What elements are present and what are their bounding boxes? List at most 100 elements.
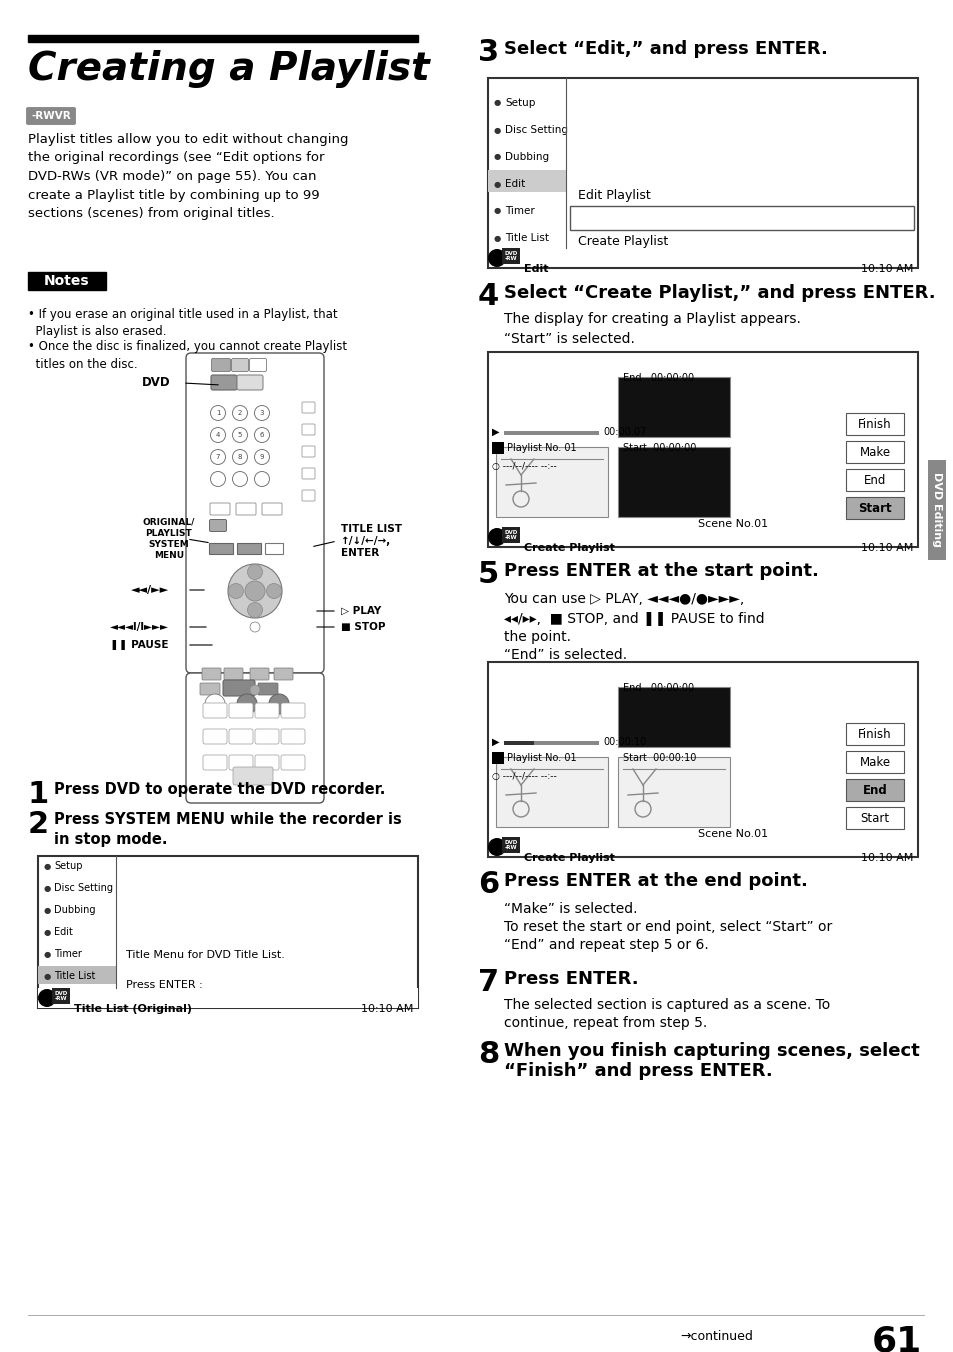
Text: ▷ PLAY: ▷ PLAY — [340, 606, 381, 617]
Bar — [845, 498, 903, 519]
Bar — [845, 750, 903, 773]
FancyBboxPatch shape — [203, 754, 227, 771]
Text: Edit: Edit — [504, 178, 525, 189]
Text: Disc Setting: Disc Setting — [54, 883, 112, 894]
Circle shape — [254, 427, 269, 442]
Bar — [236, 544, 261, 554]
Bar — [618, 377, 729, 437]
Text: ◄◄◄l/l►►►: ◄◄◄l/l►►► — [110, 622, 169, 631]
Text: ▶: ▶ — [492, 427, 499, 437]
FancyBboxPatch shape — [302, 446, 314, 457]
Text: “Make” is selected.: “Make” is selected. — [503, 902, 637, 917]
Text: 61: 61 — [871, 1325, 921, 1352]
Text: Finish: Finish — [858, 727, 891, 741]
Bar — [488, 662, 917, 857]
Circle shape — [205, 694, 225, 714]
FancyBboxPatch shape — [186, 673, 324, 803]
Circle shape — [233, 406, 247, 420]
Text: ●: ● — [44, 927, 51, 937]
FancyBboxPatch shape — [202, 668, 221, 680]
Bar — [501, 247, 519, 264]
Text: ◂◂/▸▸,  ■ STOP, and ❚❚ PAUSE to find: ◂◂/▸▸, ■ STOP, and ❚❚ PAUSE to find — [503, 612, 763, 626]
Circle shape — [211, 472, 225, 487]
Text: Make: Make — [859, 756, 890, 768]
Text: Edit Playlist: Edit Playlist — [578, 189, 650, 203]
Bar — [488, 170, 565, 192]
Text: 1: 1 — [215, 410, 220, 416]
FancyBboxPatch shape — [302, 468, 314, 479]
Text: Press ENTER.: Press ENTER. — [503, 969, 638, 988]
Text: Disc Setting: Disc Setting — [504, 124, 567, 135]
Text: Select “Create Playlist,” and press ENTER.: Select “Create Playlist,” and press ENTE… — [503, 284, 935, 301]
Text: Playlist No. 01: Playlist No. 01 — [506, 443, 576, 453]
Circle shape — [38, 990, 56, 1007]
Bar — [28, 35, 417, 42]
Text: ●: ● — [44, 906, 51, 914]
FancyBboxPatch shape — [236, 375, 263, 389]
Text: ●: ● — [494, 180, 500, 188]
Circle shape — [488, 529, 505, 546]
Text: continue, repeat from step 5.: continue, repeat from step 5. — [503, 1015, 706, 1030]
Bar — [492, 442, 503, 454]
Bar — [492, 752, 503, 764]
Text: 3: 3 — [477, 38, 498, 68]
Text: Start: Start — [860, 811, 888, 825]
Text: ●: ● — [494, 99, 500, 108]
Text: 10:10 AM: 10:10 AM — [360, 1005, 413, 1014]
Text: Scene No.01: Scene No.01 — [698, 829, 767, 840]
Text: 5: 5 — [237, 433, 242, 438]
FancyBboxPatch shape — [302, 402, 314, 412]
Text: End: End — [862, 473, 885, 487]
Text: Edit: Edit — [54, 927, 72, 937]
Circle shape — [211, 449, 225, 465]
Bar — [488, 352, 917, 548]
FancyBboxPatch shape — [274, 668, 293, 680]
Text: Make: Make — [859, 446, 890, 458]
Text: 9: 9 — [259, 454, 264, 460]
Text: ●: ● — [44, 861, 51, 871]
FancyBboxPatch shape — [229, 703, 253, 718]
Text: Creating a Playlist: Creating a Playlist — [28, 50, 429, 88]
Circle shape — [488, 249, 505, 266]
Text: 10:10 AM: 10:10 AM — [860, 853, 912, 863]
Text: 2: 2 — [237, 410, 242, 416]
FancyBboxPatch shape — [250, 668, 269, 680]
Circle shape — [254, 406, 269, 420]
Text: End: End — [862, 784, 886, 796]
FancyBboxPatch shape — [210, 503, 230, 515]
Text: ▶: ▶ — [492, 737, 499, 748]
Bar — [503, 741, 598, 745]
Circle shape — [247, 565, 262, 580]
Text: Start  00:00:00: Start 00:00:00 — [622, 443, 696, 453]
FancyBboxPatch shape — [211, 375, 236, 389]
Text: ●: ● — [44, 949, 51, 959]
FancyBboxPatch shape — [262, 503, 282, 515]
Text: Dubbing: Dubbing — [54, 904, 95, 915]
Text: ○ ---/--/---- --:--: ○ ---/--/---- --:-- — [492, 772, 557, 780]
Bar — [38, 988, 417, 1009]
Text: Start: Start — [858, 502, 891, 515]
Text: Create Playlist: Create Playlist — [578, 234, 667, 247]
Circle shape — [250, 622, 260, 631]
Circle shape — [488, 838, 505, 856]
Text: ❚❚ PAUSE: ❚❚ PAUSE — [111, 639, 169, 650]
Text: Title List: Title List — [504, 233, 548, 243]
Text: Press ENTER at the end point.: Press ENTER at the end point. — [503, 872, 807, 890]
Text: ORIGINAL/
PLAYLIST
SYSTEM
MENU: ORIGINAL/ PLAYLIST SYSTEM MENU — [143, 518, 195, 560]
Text: 00:00:10: 00:00:10 — [602, 737, 645, 748]
Bar — [845, 779, 903, 800]
Text: 7: 7 — [215, 454, 220, 460]
Text: Playlist titles allow you to edit without changing
the original recordings (see : Playlist titles allow you to edit withou… — [28, 132, 348, 220]
Bar — [209, 544, 233, 554]
Bar — [28, 272, 106, 289]
Text: Setup: Setup — [54, 861, 82, 871]
FancyBboxPatch shape — [233, 767, 273, 786]
Text: Title Menu for DVD Title List.: Title Menu for DVD Title List. — [126, 950, 285, 960]
Text: ●: ● — [494, 153, 500, 161]
Circle shape — [211, 406, 225, 420]
Circle shape — [233, 449, 247, 465]
Text: ○ ---/--/---- --:--: ○ ---/--/---- --:-- — [492, 461, 557, 470]
Text: DVD
-RW: DVD -RW — [504, 840, 517, 850]
Text: ●: ● — [494, 234, 500, 242]
Bar — [618, 687, 729, 748]
